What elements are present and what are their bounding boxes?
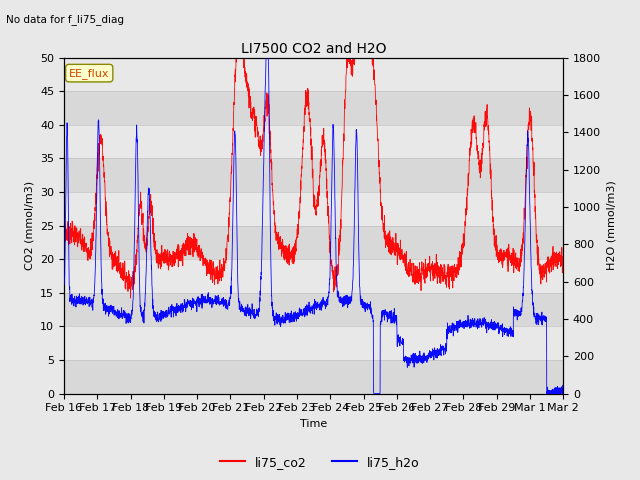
Bar	[64, 158, 563, 192]
Bar	[64, 360, 563, 394]
X-axis label: Time: Time	[300, 419, 327, 429]
Bar	[64, 58, 563, 91]
Bar	[64, 91, 563, 125]
Y-axis label: CO2 (mmol/m3): CO2 (mmol/m3)	[24, 181, 35, 270]
Y-axis label: H2O (mmol/m3): H2O (mmol/m3)	[607, 181, 616, 270]
Bar	[64, 226, 563, 259]
Bar	[64, 326, 563, 360]
Bar	[64, 125, 563, 158]
Text: No data for f_li75_diag: No data for f_li75_diag	[6, 14, 124, 25]
Text: EE_flux: EE_flux	[69, 68, 109, 79]
Bar	[64, 192, 563, 226]
Bar	[64, 259, 563, 293]
Title: LI7500 CO2 and H2O: LI7500 CO2 and H2O	[241, 42, 387, 57]
Legend: li75_co2, li75_h2o: li75_co2, li75_h2o	[215, 451, 425, 474]
Bar	[64, 293, 563, 326]
